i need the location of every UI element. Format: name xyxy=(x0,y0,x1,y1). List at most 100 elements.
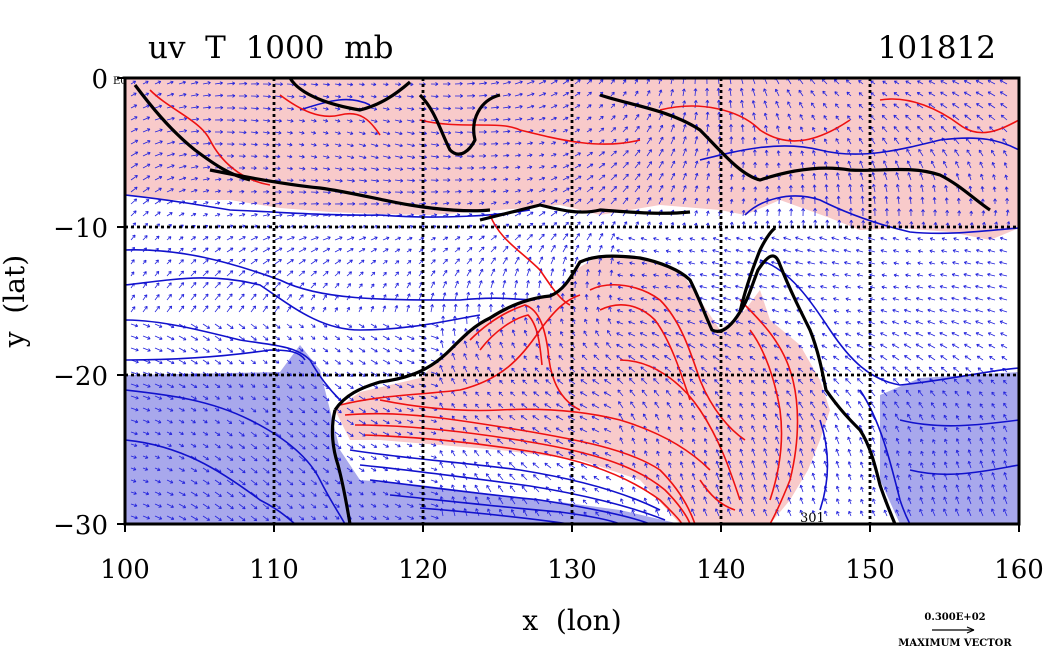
wind-vector xyxy=(370,82,377,87)
wind-vector xyxy=(286,359,292,364)
wind-vector xyxy=(771,248,780,253)
wind-vector xyxy=(798,356,804,361)
wind-vector xyxy=(532,427,540,433)
wind-vector xyxy=(190,371,198,377)
wind-vector xyxy=(799,448,804,457)
wind-vector xyxy=(821,344,828,349)
wind-vector xyxy=(975,79,984,85)
cold-contour xyxy=(759,259,1019,386)
wind-vector xyxy=(250,305,256,313)
wind-vector xyxy=(845,389,852,397)
wind-vector xyxy=(741,161,746,169)
wind-vector xyxy=(880,249,888,253)
wind-vector xyxy=(262,455,270,462)
wind-vector xyxy=(691,402,696,409)
wind-vector xyxy=(406,178,416,183)
wind-vector xyxy=(680,450,684,457)
wind-vector xyxy=(370,305,375,313)
wind-vector xyxy=(691,508,696,517)
wind-vector xyxy=(847,436,852,445)
wind-vector xyxy=(795,296,804,301)
wind-vector xyxy=(634,173,641,181)
wind-vector xyxy=(943,484,948,493)
wind-vector xyxy=(847,137,852,145)
wind-vector xyxy=(154,282,160,289)
cold-contour xyxy=(859,389,911,524)
wind-vector xyxy=(334,359,341,365)
wind-vector xyxy=(665,249,672,254)
wind-vector xyxy=(610,127,617,133)
wind-vector xyxy=(238,270,246,277)
wind-vector xyxy=(346,306,351,313)
wind-vector xyxy=(618,413,624,421)
wind-vector xyxy=(543,427,552,433)
wind-vector xyxy=(833,389,840,397)
wind-vector xyxy=(394,82,402,87)
wind-vector xyxy=(627,332,636,337)
wind-vector xyxy=(298,201,307,206)
vector-legend-magnitude: 0.300E+02 xyxy=(924,612,985,623)
wind-vector xyxy=(858,137,864,145)
wind-vector xyxy=(406,515,415,520)
cold-contour xyxy=(125,194,531,218)
wind-vector xyxy=(250,201,258,206)
wind-vector xyxy=(226,247,234,253)
wind-vector xyxy=(334,201,344,206)
wind-vector xyxy=(178,443,185,448)
wind-vector xyxy=(475,403,480,409)
wind-vector xyxy=(250,94,260,99)
wind-vector xyxy=(1003,162,1008,169)
wind-vector xyxy=(775,424,780,433)
wind-vector xyxy=(286,491,294,498)
wind-vector xyxy=(951,308,960,313)
wind-vector xyxy=(785,332,792,337)
wind-vector xyxy=(166,80,174,85)
wind-vector xyxy=(987,320,996,325)
wind-vector xyxy=(833,321,840,325)
wind-vector xyxy=(843,248,852,253)
wind-vector xyxy=(142,431,150,436)
wind-vector xyxy=(991,425,996,433)
wind-vector xyxy=(694,136,699,145)
wind-vector xyxy=(771,308,780,313)
wind-vector xyxy=(797,378,804,385)
wind-vector xyxy=(514,256,520,265)
wind-vector xyxy=(682,148,687,157)
wind-vector xyxy=(550,256,555,265)
wind-vector xyxy=(763,425,768,433)
wind-vector xyxy=(893,103,900,109)
wind-vector xyxy=(579,415,588,421)
cold-contour xyxy=(359,464,666,521)
wind-vector xyxy=(999,91,1008,97)
wind-vector xyxy=(909,208,913,217)
wind-vector xyxy=(616,366,624,373)
wind-vector xyxy=(286,395,293,401)
wind-vector xyxy=(526,153,533,158)
wind-vector xyxy=(1003,508,1008,517)
wind-vector xyxy=(751,88,756,97)
wind-vector xyxy=(142,503,150,508)
wind-vector xyxy=(202,395,209,400)
wind-vector xyxy=(490,177,497,182)
wind-vector xyxy=(751,484,756,493)
wind-vector xyxy=(752,136,757,145)
wind-vector xyxy=(833,344,840,349)
wind-vector xyxy=(154,383,163,388)
wind-vector xyxy=(893,273,900,278)
wind-vector xyxy=(656,450,660,457)
wind-vector xyxy=(346,236,355,241)
wind-vector xyxy=(943,402,948,409)
wind-vector xyxy=(844,344,852,349)
wind-vector xyxy=(310,247,319,253)
wind-vector xyxy=(430,479,438,484)
wind-vector xyxy=(178,80,186,85)
wind-vector xyxy=(634,114,640,121)
wind-vector xyxy=(939,320,948,325)
wind-vector xyxy=(190,270,197,277)
wind-vector xyxy=(653,237,660,241)
wind-vector xyxy=(238,395,244,400)
wind-vector xyxy=(166,212,173,217)
wind-vector xyxy=(190,93,199,97)
wind-vector xyxy=(917,126,924,133)
wind-vector xyxy=(546,367,552,373)
